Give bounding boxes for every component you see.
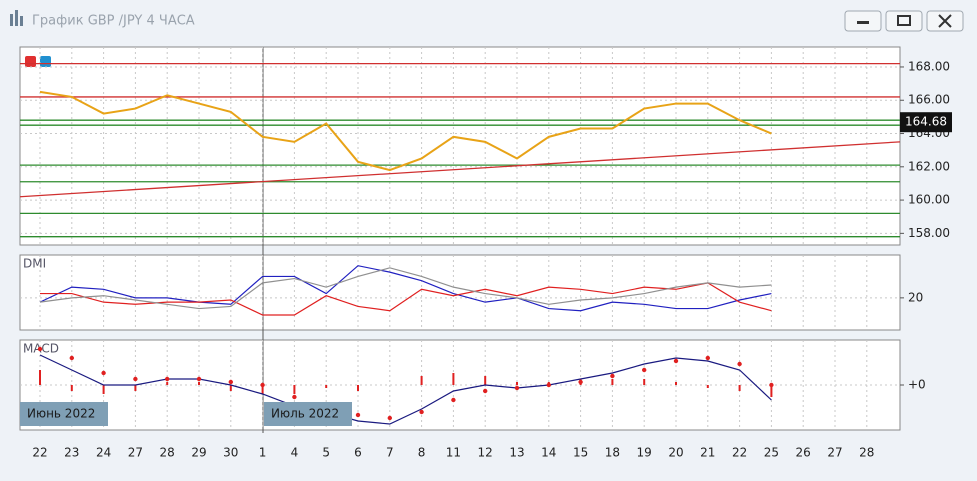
series-line bbox=[39, 267, 772, 310]
signal-dot bbox=[387, 415, 392, 421]
x-tick-label: 20 bbox=[668, 446, 683, 460]
y-tick-label: 160.00 bbox=[908, 193, 950, 207]
x-tick-label: 29 bbox=[191, 446, 206, 460]
x-tick-label: 8 bbox=[418, 446, 426, 460]
month-label: Июнь 2022 bbox=[27, 407, 95, 421]
signal-dot bbox=[737, 361, 742, 367]
histogram-bar bbox=[198, 382, 200, 385]
main-panel bbox=[19, 46, 901, 246]
x-tick-label: 11 bbox=[446, 446, 461, 460]
signal-dot bbox=[451, 397, 456, 403]
signal-dot bbox=[769, 382, 774, 388]
histogram-bar bbox=[134, 385, 137, 391]
histogram-bar bbox=[261, 385, 264, 394]
x-tick-label: 26 bbox=[796, 446, 811, 460]
histogram-bar bbox=[102, 385, 105, 394]
x-tick-label: 27 bbox=[128, 446, 143, 460]
signal-dot bbox=[292, 394, 297, 400]
x-tick-label: 4 bbox=[291, 446, 299, 460]
last-price-label: 164.68 bbox=[905, 115, 947, 129]
histogram-bar bbox=[738, 385, 741, 391]
x-tick-label: 21 bbox=[700, 446, 715, 460]
y-tick-label: 158.00 bbox=[908, 226, 950, 240]
histogram-bar bbox=[325, 385, 328, 388]
y-tick-label: 166.00 bbox=[908, 93, 950, 107]
histogram-bar bbox=[516, 382, 518, 385]
signal-dot bbox=[705, 355, 710, 361]
signal-dot bbox=[196, 376, 202, 382]
signal-dot bbox=[37, 346, 43, 352]
signal-dot bbox=[228, 379, 233, 385]
month-marker bbox=[264, 402, 352, 426]
signal-dot bbox=[642, 367, 647, 373]
x-tick-label: 19 bbox=[637, 446, 652, 460]
window-title: График GBP /JPY 4 ЧАСА bbox=[32, 14, 195, 29]
signal-dot bbox=[546, 382, 551, 388]
signal-dot bbox=[419, 409, 424, 415]
signal-dot bbox=[578, 379, 583, 385]
app-icon bbox=[10, 10, 23, 26]
x-tick-label: 6 bbox=[354, 446, 362, 460]
month-marker bbox=[20, 402, 108, 426]
histogram-bar bbox=[39, 370, 41, 385]
minimize-button[interactable] bbox=[844, 10, 882, 32]
x-tick-label: 13 bbox=[509, 446, 524, 460]
signal-dot bbox=[260, 382, 265, 388]
signal-dot bbox=[673, 358, 679, 364]
last-price-box bbox=[900, 112, 952, 133]
y-tick-label: 162.00 bbox=[908, 159, 950, 173]
x-tick-label: 30 bbox=[223, 446, 238, 460]
y-tick-label: 20 bbox=[908, 290, 923, 304]
histogram-bar bbox=[357, 385, 359, 391]
x-tick-label: 5 bbox=[322, 446, 330, 460]
series-line bbox=[40, 282, 772, 316]
signal-dot bbox=[101, 370, 106, 376]
histogram-bar bbox=[706, 385, 709, 388]
x-tick-label: 1 bbox=[259, 446, 267, 460]
signal-dot bbox=[69, 355, 75, 361]
close-button[interactable] bbox=[926, 10, 964, 32]
histogram-bar bbox=[770, 385, 773, 397]
histogram-bar bbox=[675, 382, 677, 385]
indicator-title: DMI bbox=[23, 257, 46, 271]
signal-dot bbox=[514, 385, 520, 391]
month-label: Июль 2022 bbox=[271, 407, 339, 421]
histogram-bar bbox=[420, 376, 423, 385]
histogram-bar bbox=[484, 376, 487, 385]
trend-line bbox=[19, 141, 901, 198]
x-tick-label: 22 bbox=[732, 446, 747, 460]
x-tick-label: 15 bbox=[573, 446, 588, 460]
signal-dot bbox=[165, 376, 170, 382]
y-tick-label: 168.00 bbox=[908, 59, 950, 73]
y-tick-label: +0 bbox=[908, 378, 926, 392]
x-tick-label: 12 bbox=[478, 446, 493, 460]
x-tick-label: 23 bbox=[64, 446, 79, 460]
histogram-bar bbox=[70, 385, 73, 391]
histogram-bar bbox=[643, 379, 646, 385]
histogram-bar bbox=[452, 373, 455, 385]
signal-dot bbox=[133, 376, 138, 382]
x-tick-label: 24 bbox=[96, 446, 111, 460]
x-tick-label: 25 bbox=[764, 446, 779, 460]
x-tick-label: 28 bbox=[160, 446, 175, 460]
series-line bbox=[39, 90, 772, 172]
histogram-bar bbox=[166, 382, 169, 385]
series-line bbox=[39, 354, 772, 425]
series-line bbox=[39, 265, 772, 312]
x-tick-label: 14 bbox=[541, 446, 556, 460]
signal-dot bbox=[483, 388, 488, 394]
x-tick-label: 28 bbox=[859, 446, 874, 460]
maximize-button[interactable] bbox=[885, 10, 923, 32]
histogram-bar bbox=[293, 385, 296, 394]
x-tick-label: 18 bbox=[605, 446, 620, 460]
signal-dot bbox=[610, 373, 615, 379]
x-tick-label: 7 bbox=[386, 446, 394, 460]
dmi-panel bbox=[19, 254, 901, 331]
x-tick-label: 27 bbox=[827, 446, 842, 460]
signal-dot bbox=[355, 412, 361, 418]
histogram-bar bbox=[611, 379, 614, 385]
histogram-bar bbox=[229, 385, 232, 391]
x-tick-label: 22 bbox=[32, 446, 47, 460]
